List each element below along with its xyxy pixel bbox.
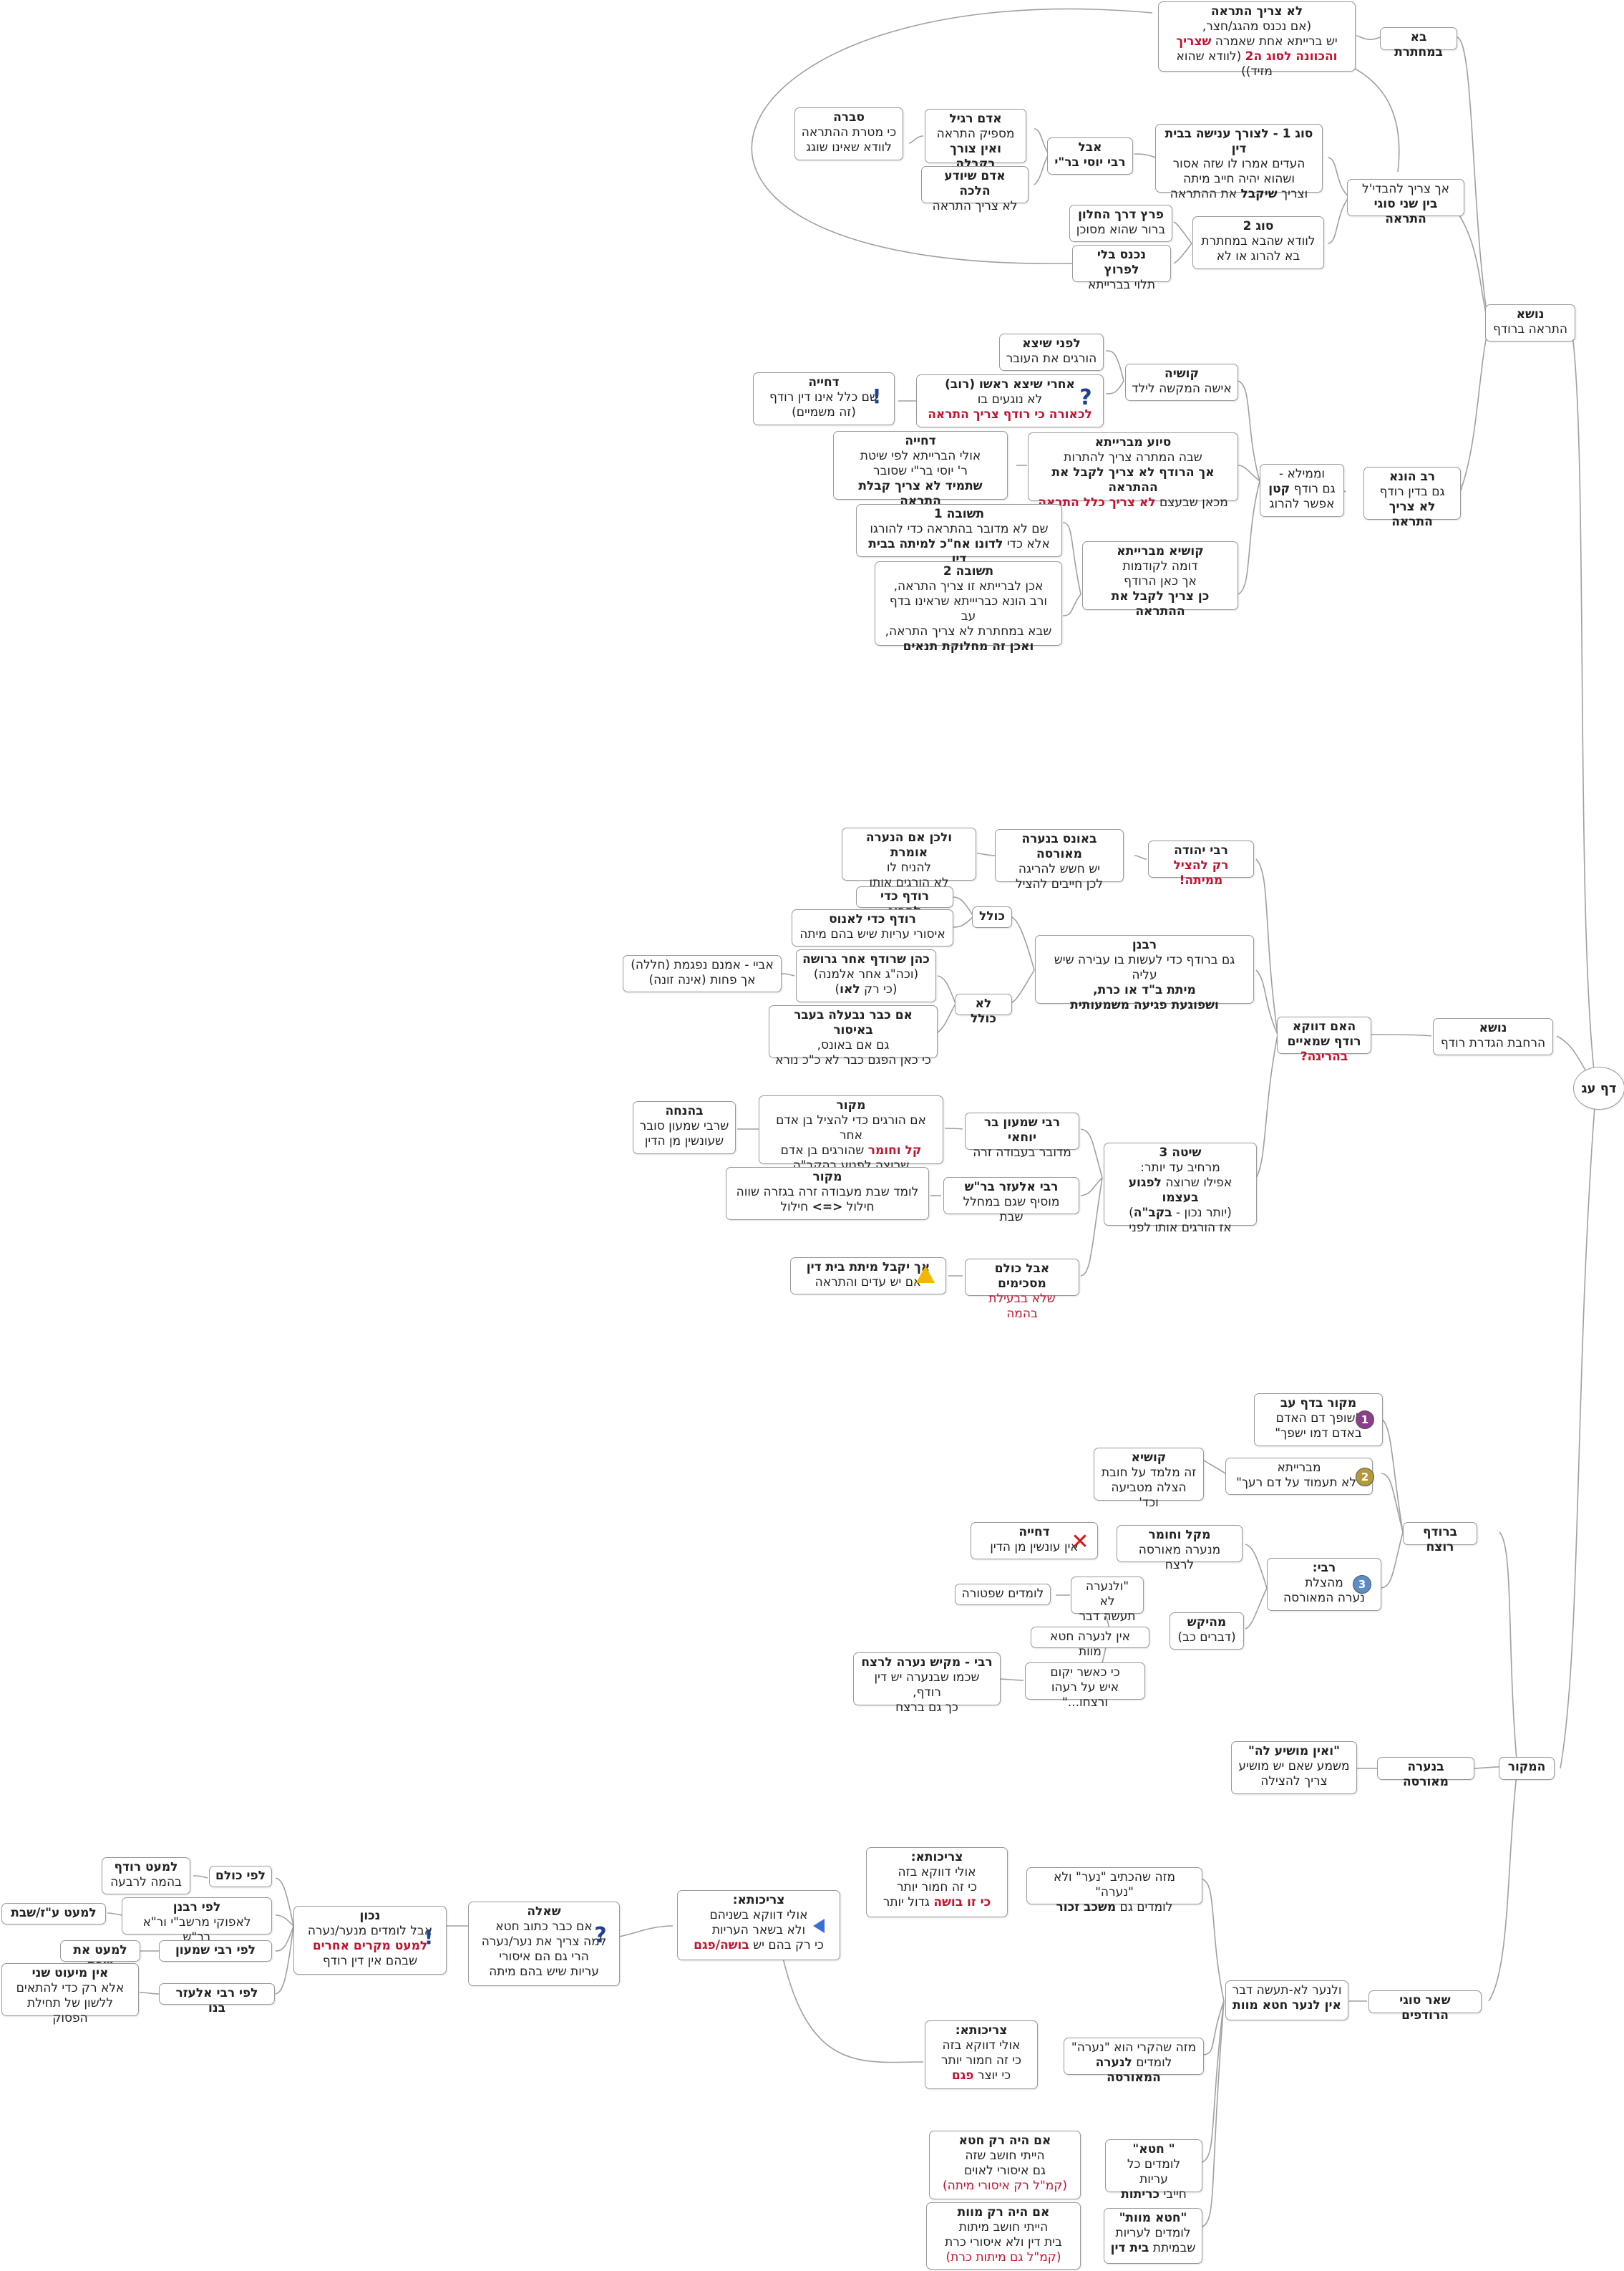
node-adam-ragil[interactable]: אדם רגיל מספיק התראה ואין צורך בקבלה: [925, 109, 1026, 171]
node-rav-huna[interactable]: רב הונא גם בדין רודף לא צריך התראה: [1363, 467, 1461, 529]
node-mibraita[interactable]: מברייתא "לא תעמוד על דם רעך": [1225, 1458, 1373, 1495]
node-im-kvar[interactable]: אם כבר נבעלה בעבר באיסור גם אם באונס, כי כ…: [769, 1005, 938, 1067]
node-kushia-isha[interactable]: קושיה אישה המקשה לילד: [1125, 364, 1238, 401]
question-icon: ?: [1079, 384, 1092, 410]
exclamation-icon: !: [424, 1924, 434, 1949]
node-sug1[interactable]: סוג 1 - לצורך ענישה בבית דין העדים אמרו …: [1155, 124, 1323, 201]
node-sevara[interactable]: סברה כי מטרת ההתראה לוודא שאינו שוגג: [794, 107, 903, 160]
node-lefi-kulam[interactable]: לפי כולם: [209, 1866, 272, 1887]
node-abaye[interactable]: אביי - אמנם נפגמת (חללה) אך פחות (אינה זו…: [623, 955, 782, 992]
node-im-mavet[interactable]: אם היה רק מוות הייתי חושב מיתות בית דין ול…: [926, 2202, 1081, 2270]
node-behanacha[interactable]: בהנחה שרבי שמעון סובר שעונשין מן הדין: [633, 1101, 736, 1154]
number-3-icon: 3: [1353, 1575, 1371, 1594]
node-lomdim-shepatura[interactable]: לומדים שפטורה: [955, 1584, 1051, 1605]
number-1-icon: 1: [1356, 1410, 1374, 1429]
node-lefi-rabbi-shimon[interactable]: לפי רבי שמעון: [159, 1940, 272, 1962]
node-chet[interactable]: " חטא" לומדים כל עריות חייבי כריתות: [1105, 2139, 1202, 2202]
node-kolel[interactable]: כולל: [972, 906, 1012, 928]
node-ach-lehavdil[interactable]: אך צריך להבדי'ל בין שני סוגי התראה: [1347, 179, 1464, 226]
node-r-elazar[interactable]: רבי אלעזר בר"ש מוסיף שגם במחלל שבת: [943, 1177, 1079, 1224]
node-tzrichuta-1[interactable]: צריכותא: אולי דווקא בזה כי זה חמור יותר כי…: [866, 1847, 1008, 1917]
node-lemaet-rodef[interactable]: למעט רודף בהמה לרבעה: [102, 1857, 190, 1894]
node-lo-tzarich[interactable]: לא צריך התראה (אם נכנס מהגג/חצר, יש בריי…: [1158, 1, 1356, 79]
node-acharei-sheyatza[interactable]: אחרי שיצא ראשו (רוב) לא נוגעים בו לכאורה כ…: [916, 374, 1104, 427]
node-topic-warning[interactable]: נושא התראה ברודף: [1485, 304, 1575, 342]
node-vein-moshia[interactable]: "ואין מושיע לה" משמע שאם יש מושיע צריך להצ…: [1231, 1741, 1357, 1794]
node-siyua[interactable]: סיוע מברייתא שבה המתרה צריך להתרות אך הר…: [1028, 432, 1238, 510]
node-rabanan[interactable]: רבנן גם ברודף כדי לעשות בו עבירה שיש עליה…: [1035, 935, 1254, 1012]
node-rodef-laharog[interactable]: רודף כדי להרוג: [856, 886, 953, 919]
node-topic-definition[interactable]: נושא הרחבת הגדרת רודף: [1433, 1018, 1553, 1055]
arrow-left-icon: [813, 1919, 825, 1933]
node-velanaara[interactable]: "ולנערה לא תעשה דבר: [1071, 1577, 1144, 1624]
node-makor-2[interactable]: מקור לומד שבת מעבודה זרה בגזרה שווה חילול…: [726, 1167, 929, 1220]
question-icon: ?: [594, 1922, 607, 1948]
node-lemaet-shabat[interactable]: למעט את שבת: [60, 1940, 140, 1972]
node-rabbi-makish[interactable]: רבי - מקיש נערה לרצח שכמו שבנערה יש דין ר…: [853, 1652, 1001, 1715]
node-heikesh[interactable]: מהיקש (דברים כב): [1170, 1612, 1244, 1650]
node-lefi-rabanan[interactable]: לפי רבנן לאפוקי מרשב"י ור"א בר"ש: [122, 1897, 272, 1945]
node-benaara-meorasa[interactable]: בנערה מאורסה: [1377, 1757, 1474, 1789]
node-lefi-rabbi-elazar[interactable]: לפי רבי אלעזר בנו: [159, 1983, 275, 2015]
node-makor-daf-av[interactable]: מקור בדף עב "שופך דם האדם באדם דמו ישפך": [1254, 1393, 1383, 1446]
cross-icon: ✕: [1071, 1529, 1089, 1554]
node-velanaar[interactable]: ולנער לא-תעשה דבר אין לנער חטא מוות: [1225, 1980, 1348, 2020]
node-hamakor[interactable]: המקור: [1499, 1757, 1555, 1780]
node-rabbi-yehuda[interactable]: רבי יהודה רק להציל ממיתה!: [1148, 841, 1254, 888]
node-berodef-rotzeach[interactable]: ברודף רוצח: [1403, 1522, 1477, 1554]
node-nachon[interactable]: נכון אבל לומדים מנער/נערה למעט מקרים אחרים…: [293, 1906, 447, 1975]
node-sheela[interactable]: שאלה אם כבר כתוב חטא למה צריך את נער/נערה ה…: [468, 1902, 620, 1986]
node-ki-kaasher[interactable]: כי כאשר יקום איש על רעהו ורצחו...": [1025, 1662, 1145, 1710]
node-paratz[interactable]: פרץ דרך החלון ברור שהוא מסוכן: [1069, 205, 1172, 242]
node-makor-1[interactable]: מקור אם הורגים כדי להציל בן אדם אחר קל וח…: [759, 1095, 943, 1173]
node-kohen[interactable]: כהן שרודף אחר גרושה (וכה"ג אחר אלמנה) (כי…: [796, 949, 936, 1002]
node-kal-vachomer[interactable]: מקל וחומר מנערה מאורסה לרצח: [1117, 1525, 1243, 1572]
node-aval-rabbi-yosi[interactable]: אבל רבי יוסי בר"י: [1047, 137, 1133, 175]
node-ein-lanaara[interactable]: אין לנערה חטא מוות: [1031, 1627, 1149, 1659]
node-lemaet-az[interactable]: למעט ע"ז/שבת: [1, 1903, 106, 1924]
node-aval-kulam[interactable]: אבל כולם מסכימים שלא בבעילת בהמה: [965, 1259, 1079, 1321]
node-sug2[interactable]: סוג 2 לוודא שהבא במחתרת בא להרוג או לא: [1192, 216, 1324, 269]
node-rabbi-hatzalat[interactable]: רבי: מהצלת נערה המאורסה: [1267, 1558, 1381, 1611]
exclamation-icon: !: [872, 384, 882, 408]
node-lifnei-sheyatza[interactable]: לפני שיצא הורגים את העובר: [999, 334, 1104, 371]
node-shita-3[interactable]: שיטה 3 מרחיב עד יותר: אפילו שרוצה לפגוע ב…: [1104, 1143, 1257, 1235]
node-tzrichuta-3[interactable]: צריכותא: אולי דווקא בזה כי זה חמור יותר כי…: [925, 2020, 1038, 2089]
node-dchiya-2[interactable]: דחייה אולי הברייתא לפי שיטת ר' יוסי בר"י ש…: [833, 431, 1008, 508]
node-ein-miut-sheni[interactable]: אין מיעוט שני אלא רק כדי להתאים ללשון של ת…: [1, 1963, 139, 2025]
node-kushia-mibraita[interactable]: קושיא מברייתא דומה לקודמות אך כאן הרודף כן …: [1082, 541, 1238, 619]
warning-icon: [916, 1266, 935, 1283]
number-2-icon: 2: [1356, 1468, 1374, 1486]
node-tshuva-1[interactable]: תשובה 1 שם לא מדובר בהתראה כדי להורגו אלא…: [856, 504, 1062, 566]
node-ba-bemachteret[interactable]: בא במחתרת: [1380, 27, 1457, 59]
node-dchiya-1[interactable]: דחייה שם כלל אינו דין רודף (זה משמיים): [753, 372, 895, 425]
node-velachen[interactable]: ולכן אם הנערה אומרת להניח לו לא הורגים אות…: [842, 828, 976, 890]
node-kushia-hatzala[interactable]: קושיא זה מלמד על חובת הצלה מטביעה וכד': [1094, 1448, 1204, 1510]
node-rs-bar-yochai[interactable]: רבי שמעון בר יוחאי מדובר בעבודה זרה: [965, 1113, 1079, 1160]
node-mize-naara[interactable]: מזה שהקרי הוא "נערה" לומדים לנערה המאורס…: [1064, 2038, 1204, 2085]
node-tshuva-2[interactable]: תשובה 2 אכן לברייתא זו צריך התראה, ורב הונ…: [875, 561, 1062, 654]
node-nichnas[interactable]: נכנס בלי לפרוץ תלוי בברייתא: [1072, 245, 1171, 292]
node-im-chet[interactable]: אם היה רק חטא הייתי חושב שזה גם איסורי לאו…: [929, 2131, 1081, 2199]
node-rodef-leanos[interactable]: רודף כדי לאנוס איסורי עריות שיש בהם מיתה: [792, 909, 953, 946]
root-label: דף עג: [1581, 1080, 1617, 1096]
node-beones[interactable]: באונס בנערה מאורסה יש חשש להריגה לכן חייבי…: [995, 829, 1124, 891]
node-adam-yodea[interactable]: אדם שיודע הלכה לא צריך התראה: [921, 166, 1029, 213]
node-umimela[interactable]: וממילא - גם רודף קטן אפשר להרוג: [1260, 464, 1344, 517]
node-lo-kolel[interactable]: לא כולל: [955, 994, 1012, 1026]
node-shear-rodfim[interactable]: שאר סוגי הרודפים: [1368, 1990, 1482, 2023]
node-chet-mavet[interactable]: "חטא מוות" לומדים לעריות שבמיתת בית דין: [1104, 2208, 1202, 2264]
root-node[interactable]: דף עג: [1573, 1067, 1624, 1110]
node-haim-davka[interactable]: האם דווקא רודף שמאיים בהריגה?: [1277, 1017, 1371, 1064]
node-mize-naar[interactable]: מזה שהכתיב "נער" ולא "נערה" לומדים גם מש…: [1026, 1867, 1202, 1914]
node-dchiya-onshin[interactable]: דחייה אין עונשין מן הדין: [971, 1522, 1098, 1559]
